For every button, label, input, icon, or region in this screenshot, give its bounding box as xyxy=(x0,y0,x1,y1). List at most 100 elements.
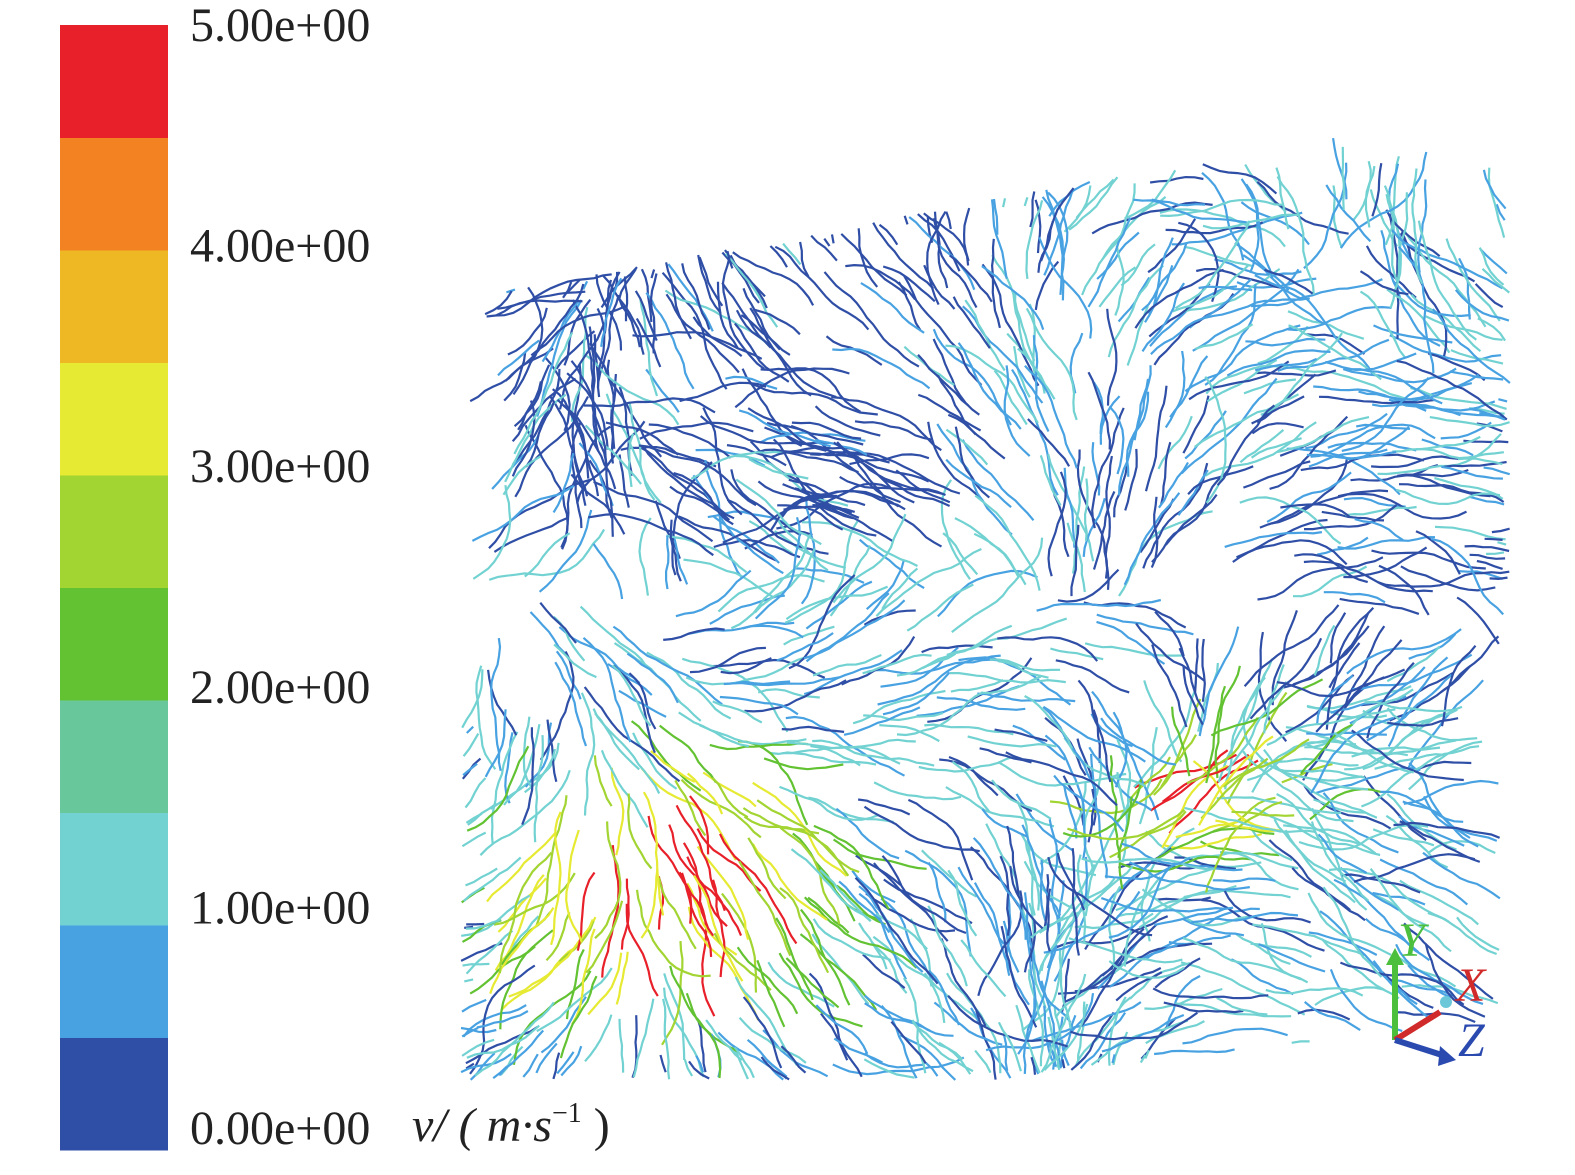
streamline xyxy=(805,580,873,630)
streamline xyxy=(1486,551,1505,555)
streamline xyxy=(1096,620,1166,665)
streamline xyxy=(620,878,630,950)
streamline xyxy=(1005,751,1118,807)
streamline xyxy=(514,395,589,498)
streamline xyxy=(1249,637,1323,720)
streamline xyxy=(940,938,987,1027)
streamline xyxy=(779,887,830,974)
streamline xyxy=(1314,779,1369,791)
streamline xyxy=(1385,193,1399,283)
streamline xyxy=(1109,944,1178,988)
streamline xyxy=(1308,931,1378,956)
streamline xyxy=(735,478,822,546)
streamline xyxy=(742,996,783,1069)
streamline xyxy=(1254,807,1381,857)
streamline xyxy=(1427,911,1497,956)
streamline xyxy=(1183,918,1245,937)
streamline xyxy=(950,672,1066,684)
streamline xyxy=(1354,518,1404,542)
streamline xyxy=(620,445,717,468)
streamline xyxy=(881,567,919,610)
streamline xyxy=(1006,825,1020,897)
streamline xyxy=(999,855,1011,936)
streamline xyxy=(493,872,576,926)
streamline xyxy=(1243,460,1311,489)
streamline xyxy=(760,367,861,413)
streamline xyxy=(546,719,558,783)
streamline xyxy=(1184,410,1227,460)
streamline xyxy=(635,889,711,978)
unit-label: ν/ ( m·s−1 ) xyxy=(412,1098,610,1152)
streamline xyxy=(908,216,976,291)
streamline xyxy=(872,222,935,290)
streamline xyxy=(785,585,889,621)
streamline xyxy=(597,294,620,383)
streamline xyxy=(1362,775,1427,841)
streamline xyxy=(814,405,881,437)
streamline xyxy=(1030,1001,1142,1043)
streamline xyxy=(1387,656,1449,748)
streamline xyxy=(613,664,656,754)
streamline xyxy=(1373,324,1453,344)
streamline xyxy=(1191,911,1299,924)
streamline xyxy=(936,373,977,436)
streamline xyxy=(582,636,632,743)
streamline xyxy=(517,381,542,431)
streamline xyxy=(1333,731,1415,774)
streamline xyxy=(927,905,968,987)
streamline xyxy=(466,745,530,832)
streamline xyxy=(461,831,487,848)
streamline xyxy=(593,480,714,543)
streamline xyxy=(484,290,513,316)
streamline xyxy=(1352,653,1473,691)
streamline xyxy=(539,651,575,761)
streamline xyxy=(1002,198,1007,208)
streamline xyxy=(464,925,474,929)
streamline xyxy=(838,880,891,934)
streamline xyxy=(1043,1003,1089,1071)
streamline xyxy=(964,299,1006,372)
streamline xyxy=(1351,729,1464,782)
streamline xyxy=(1366,661,1415,739)
streamline xyxy=(1321,510,1385,522)
streamline xyxy=(882,671,951,716)
streamline xyxy=(735,309,837,399)
streamline xyxy=(675,569,752,618)
streamline xyxy=(845,263,916,301)
streamline xyxy=(736,680,791,686)
streamline xyxy=(961,439,1035,522)
streamline xyxy=(1021,824,1062,916)
z-arrowhead xyxy=(1438,1046,1456,1066)
streamline xyxy=(783,505,856,513)
streamline xyxy=(1497,541,1507,546)
streamline xyxy=(1329,612,1347,664)
streamline xyxy=(1313,798,1366,814)
streamline xyxy=(788,478,866,507)
streamline xyxy=(1399,879,1479,926)
streamline xyxy=(927,421,983,502)
streamline xyxy=(1198,735,1274,826)
streamline xyxy=(1129,861,1250,891)
streamline xyxy=(721,256,765,370)
streamline xyxy=(863,805,980,853)
streamline xyxy=(669,965,722,1079)
streamline xyxy=(595,274,623,351)
streamline xyxy=(1344,625,1386,707)
streamline xyxy=(709,742,808,751)
streamline xyxy=(1304,688,1414,749)
streamline xyxy=(1298,824,1429,851)
streamline xyxy=(1034,199,1042,254)
streamline xyxy=(1076,449,1109,579)
streamline xyxy=(1314,986,1400,1006)
streamline xyxy=(1087,371,1112,450)
streamline xyxy=(1063,785,1078,839)
streamline xyxy=(1057,568,1120,603)
streamline xyxy=(612,625,723,706)
streamline xyxy=(678,515,777,562)
streamline xyxy=(945,458,1012,509)
streamline xyxy=(497,877,547,933)
streamline xyxy=(606,359,616,449)
streamline xyxy=(820,1012,849,1061)
streamline xyxy=(1144,385,1168,492)
